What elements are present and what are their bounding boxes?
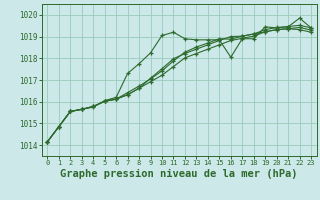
X-axis label: Graphe pression niveau de la mer (hPa): Graphe pression niveau de la mer (hPa)	[60, 169, 298, 179]
